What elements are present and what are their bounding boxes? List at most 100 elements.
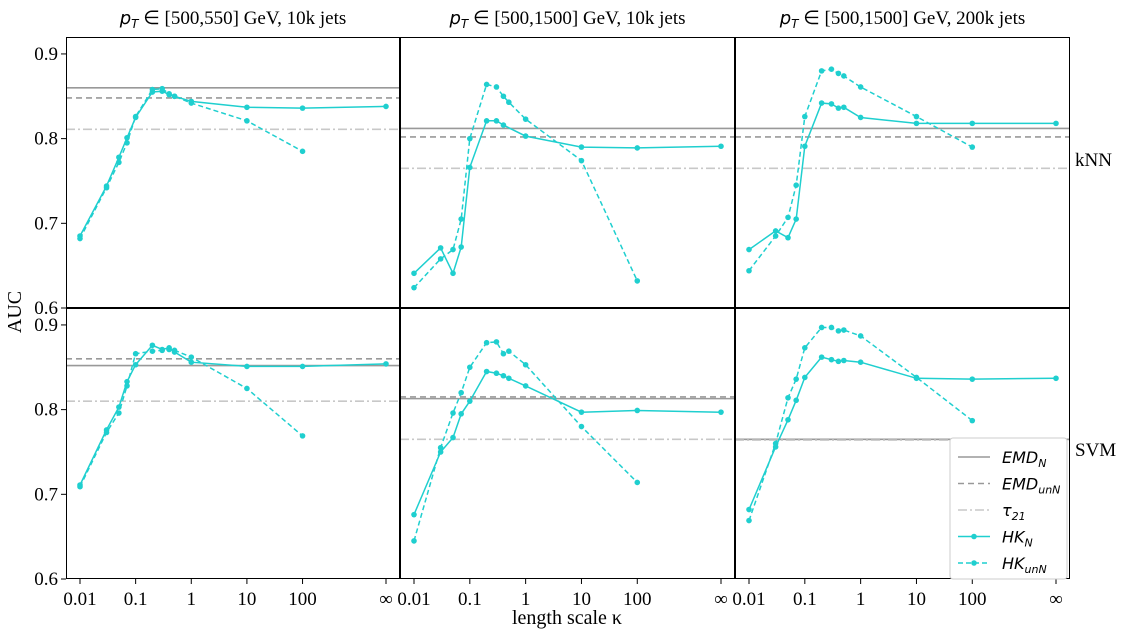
hk-unn-point: [841, 73, 847, 79]
hk-unn-point: [244, 385, 250, 392]
hk-unn-point: [857, 84, 864, 90]
x-tick-label: 100: [958, 589, 987, 610]
hk-n-point: [818, 100, 825, 106]
hk-unn-line: [413, 341, 638, 542]
hk-unn-point: [493, 84, 500, 90]
legend-label-main: τ: [1002, 501, 1012, 520]
hk-unn-line: [413, 83, 638, 289]
x-tick-label: 0.1: [124, 589, 148, 610]
hk-n-point: [634, 145, 641, 151]
hk-unn-point: [578, 157, 585, 164]
hk-unn-point: [103, 184, 110, 191]
y-axis-label: AUC: [4, 291, 26, 333]
title-text: ∈ [500,1500] GeV, 10k jets: [468, 8, 685, 29]
y-tick-label: 0.8: [34, 400, 58, 421]
legend-label-main: HK: [1002, 528, 1026, 547]
title-subscript: T: [131, 17, 140, 31]
column-title-2: pT ∈ [500,1500] GeV, 10k jets: [448, 8, 685, 31]
hk-unn-point: [188, 354, 195, 360]
hk-unn-point: [467, 364, 473, 371]
hk-unn-point: [188, 100, 195, 106]
legend-item-5: HKunN: [958, 554, 1047, 576]
hk-unn-point: [149, 86, 156, 93]
hk-unn-point: [149, 348, 156, 354]
legend-label-sub: 21: [1012, 510, 1026, 523]
legend-item-2: EMDunN: [958, 475, 1060, 497]
hk-unn-point: [802, 113, 808, 120]
hk-n-point: [522, 133, 529, 139]
hk-n-point: [857, 359, 864, 366]
hk-unn-point: [244, 118, 250, 124]
hk-n-point: [458, 244, 464, 250]
x-axis-label: length scale κ: [512, 607, 622, 629]
hk-n-point: [188, 359, 195, 366]
hk-unn-point: [493, 339, 500, 345]
legend-box: [949, 437, 1068, 580]
hk-unn-point: [166, 90, 172, 97]
title-text: ∈ [500,1500] GeV, 200k jets: [799, 8, 1026, 29]
panel-svm-1: [66, 308, 400, 579]
hk-n-point: [718, 143, 724, 150]
hk-unn-point: [299, 148, 306, 155]
hk-unn-point: [500, 93, 507, 100]
hk-unn-point: [793, 376, 799, 382]
legend-label: EMDN: [1002, 448, 1046, 470]
hk-n-point: [299, 363, 306, 370]
legend-label-sub: unN: [1025, 563, 1047, 576]
hk-unn-line: [79, 87, 303, 239]
hk-unn-point: [159, 85, 165, 92]
hk-n-point: [802, 143, 808, 150]
hk-unn-point: [483, 81, 490, 88]
x-tick-label: 0.01: [397, 589, 430, 610]
x-tick-label: 10: [237, 589, 256, 610]
hk-n-point: [411, 511, 417, 518]
hk-unn-point: [458, 389, 464, 396]
x-tick-label: 0.1: [793, 589, 817, 610]
panels: [66, 37, 1070, 579]
hk-n-point: [841, 357, 847, 364]
hk-unn-point: [828, 324, 835, 331]
hk-unn-point: [299, 433, 306, 439]
y-tick-label: 0.9: [34, 315, 58, 336]
hk-unn-point: [969, 144, 976, 150]
hk-unn-point: [746, 517, 752, 524]
row-label-knn: kNN: [1075, 150, 1112, 171]
y-tick-label: 0.7: [34, 213, 58, 234]
x-tick-label: 10: [572, 589, 591, 610]
hk-unn-point: [77, 483, 83, 490]
hk-n-point: [828, 356, 835, 363]
hk-n-point: [483, 118, 490, 124]
hk-unn-point: [793, 182, 799, 189]
hk-unn-point: [522, 361, 529, 368]
hk-n-point: [458, 411, 464, 417]
y-tick-label: 0.7: [34, 484, 58, 505]
hk-unn-point: [77, 235, 83, 242]
hk-n-point: [785, 416, 791, 423]
hk-unn-point: [772, 233, 779, 239]
hk-n-point: [450, 434, 456, 441]
hk-unn-point: [634, 479, 641, 486]
hk-unn-point: [467, 135, 473, 142]
hk-unn-point: [506, 99, 512, 106]
panel-frame: [66, 37, 400, 308]
hk-unn-point: [132, 350, 139, 357]
panel-frame: [400, 37, 735, 308]
hk-n-point: [634, 407, 641, 414]
hk-n-point: [718, 409, 724, 415]
x-tick-label: 0.01: [732, 589, 765, 610]
title-subscript: T: [461, 17, 470, 31]
panel-svm-2: [400, 308, 735, 579]
hk-n-point: [578, 144, 585, 150]
hk-n-point: [437, 245, 444, 251]
hk-n-point: [411, 270, 417, 277]
hk-n-point: [746, 506, 752, 513]
hk-unn-point: [411, 284, 417, 291]
hk-n-point: [841, 104, 847, 111]
hk-unn-point: [746, 267, 752, 274]
title-symbol: p: [448, 8, 460, 29]
hk-n-point: [244, 363, 250, 370]
hk-unn-point: [818, 324, 825, 331]
panel-knn-1: [66, 37, 400, 308]
hk-unn-line: [748, 326, 973, 521]
x-tick-label: 100: [623, 589, 652, 610]
